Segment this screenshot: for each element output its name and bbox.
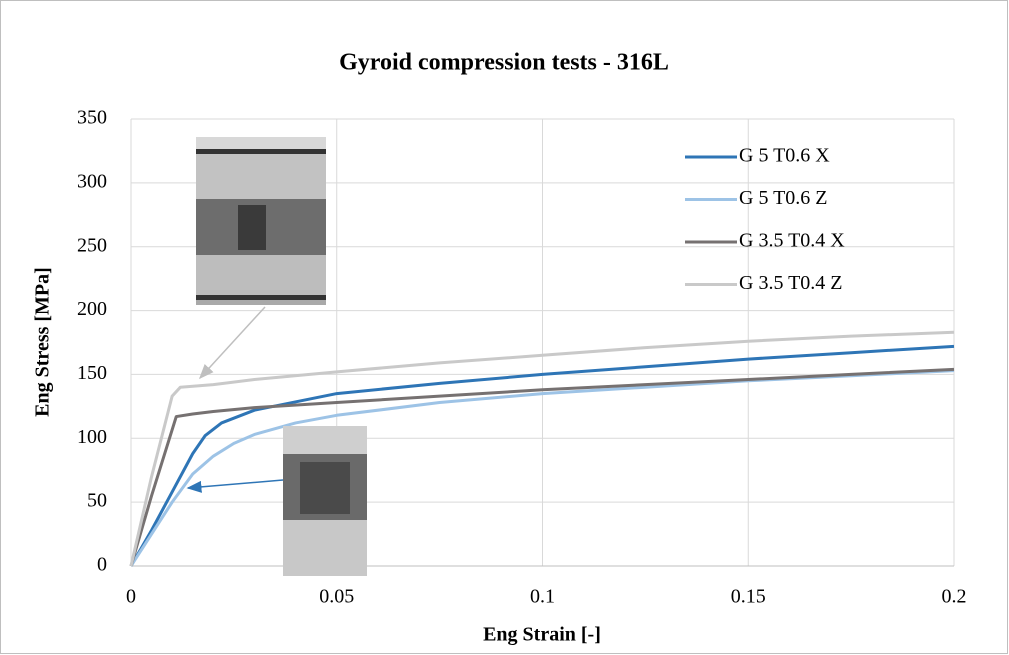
y-axis-label: Eng Stress [MPa]	[32, 267, 54, 417]
y-tick-label: 200	[77, 298, 107, 320]
legend-label: G 3.5 T0.4 X	[739, 230, 845, 252]
x-tick-label: 0.05	[319, 586, 354, 608]
photo-part	[238, 205, 266, 250]
arrow	[186, 479, 284, 493]
x-tick-label: 0.2	[942, 586, 967, 608]
photo-part	[196, 295, 326, 300]
y-tick-label: 250	[77, 234, 107, 256]
data-line	[129, 367, 955, 567]
y-tick-label: 0	[97, 554, 107, 576]
photo-part	[196, 149, 326, 154]
legend-label: G 3.5 T0.4 Z	[739, 272, 843, 294]
x-axis-label: Eng Strain [-]	[483, 624, 601, 646]
legend-label: G 5 T0.6 X	[739, 145, 830, 167]
photo-part	[300, 462, 350, 514]
data-line	[129, 330, 955, 567]
y-tick-label: 350	[77, 107, 107, 129]
photo-part	[196, 255, 326, 295]
data-line	[129, 369, 955, 567]
x-tick-label: 0	[126, 586, 136, 608]
grid: 0 50 100 150 200 250 300 350 0 0.05 0.1 0.15 0.2	[77, 107, 967, 608]
y-tick-label: 300	[77, 170, 107, 192]
plot-lines	[129, 330, 955, 567]
photo-part	[283, 426, 367, 454]
photo-part	[196, 154, 326, 199]
legend-label: G 5 T0.6 Z	[739, 187, 828, 209]
y-tick-label: 150	[77, 362, 107, 384]
legend: G 5 T0.6 X G 5 T0.6 Z G 3.5 T0.4 X G 3.5 T0…	[685, 145, 845, 294]
inset-bottom	[283, 426, 367, 576]
y-tick-label: 50	[87, 490, 107, 512]
inset-top	[196, 137, 326, 305]
photo-part	[196, 137, 326, 149]
x-tick-label: 0.15	[731, 586, 766, 608]
photo-part	[283, 520, 367, 576]
y-tick-label: 100	[77, 426, 107, 448]
chart-title: Gyroid compression tests - 316L	[339, 50, 669, 76]
data-line	[129, 344, 955, 567]
x-tick-label: 0.1	[530, 586, 555, 608]
arrow	[198, 306, 266, 380]
